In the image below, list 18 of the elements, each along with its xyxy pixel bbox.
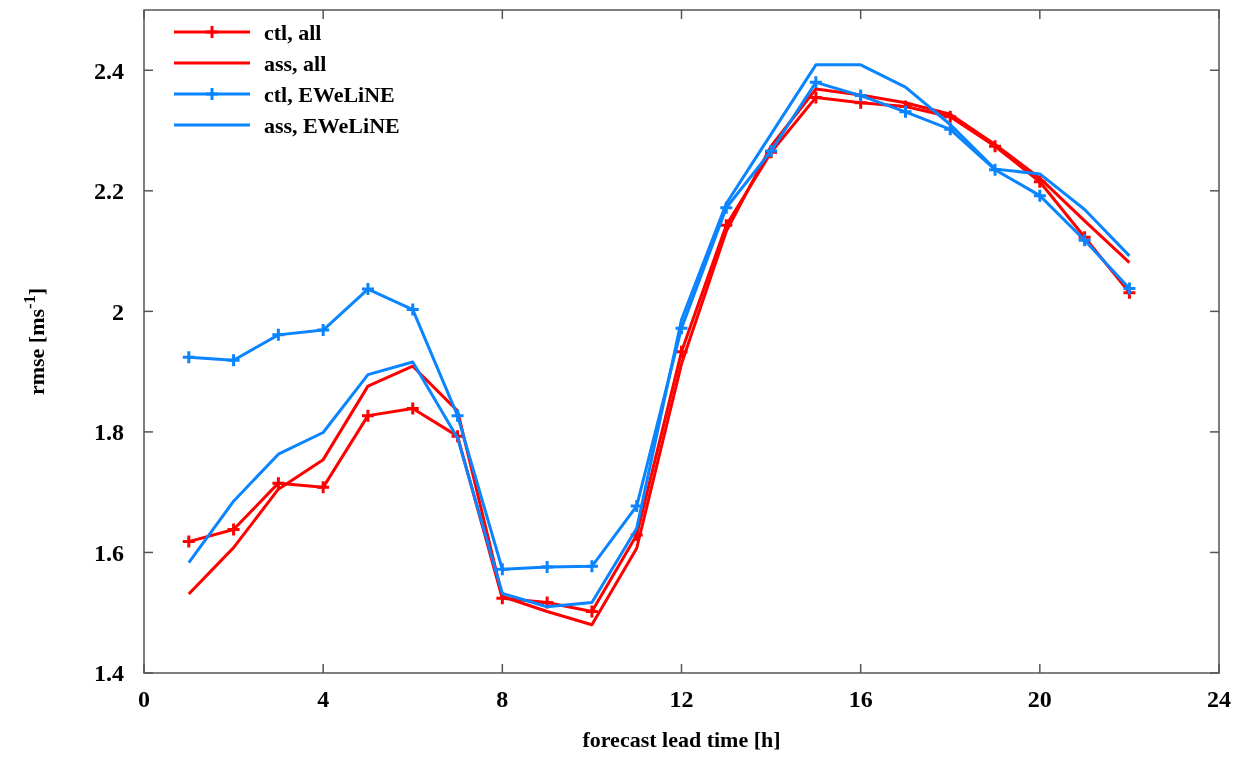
legend-label: ass, EWeLiNE xyxy=(264,112,400,138)
x-tick-label: 0 xyxy=(138,686,150,712)
x-tick-label: 20 xyxy=(1027,686,1052,712)
x-axis-title: forecast lead time [h] xyxy=(582,727,781,752)
y-tick-label: 2.2 xyxy=(94,178,124,205)
y-tick-label: 1.4 xyxy=(94,660,124,687)
x-tick-label: 24 xyxy=(1207,686,1231,712)
x-tick-label: 8 xyxy=(496,686,509,712)
legend-label: ctl, all xyxy=(264,19,322,45)
y-tick-label: 2.4 xyxy=(94,57,124,84)
y-tick-label: 1.6 xyxy=(94,539,124,566)
y-tick-label: 1.8 xyxy=(94,419,124,446)
legend-label: ass, all xyxy=(264,50,327,76)
x-tick-label: 4 xyxy=(317,686,330,712)
x-tick-label: 12 xyxy=(669,686,694,712)
x-tick-label: 16 xyxy=(848,686,873,712)
legend-label: ctl, EWeLiNE xyxy=(264,81,395,107)
y-tick-label: 2 xyxy=(112,298,124,325)
